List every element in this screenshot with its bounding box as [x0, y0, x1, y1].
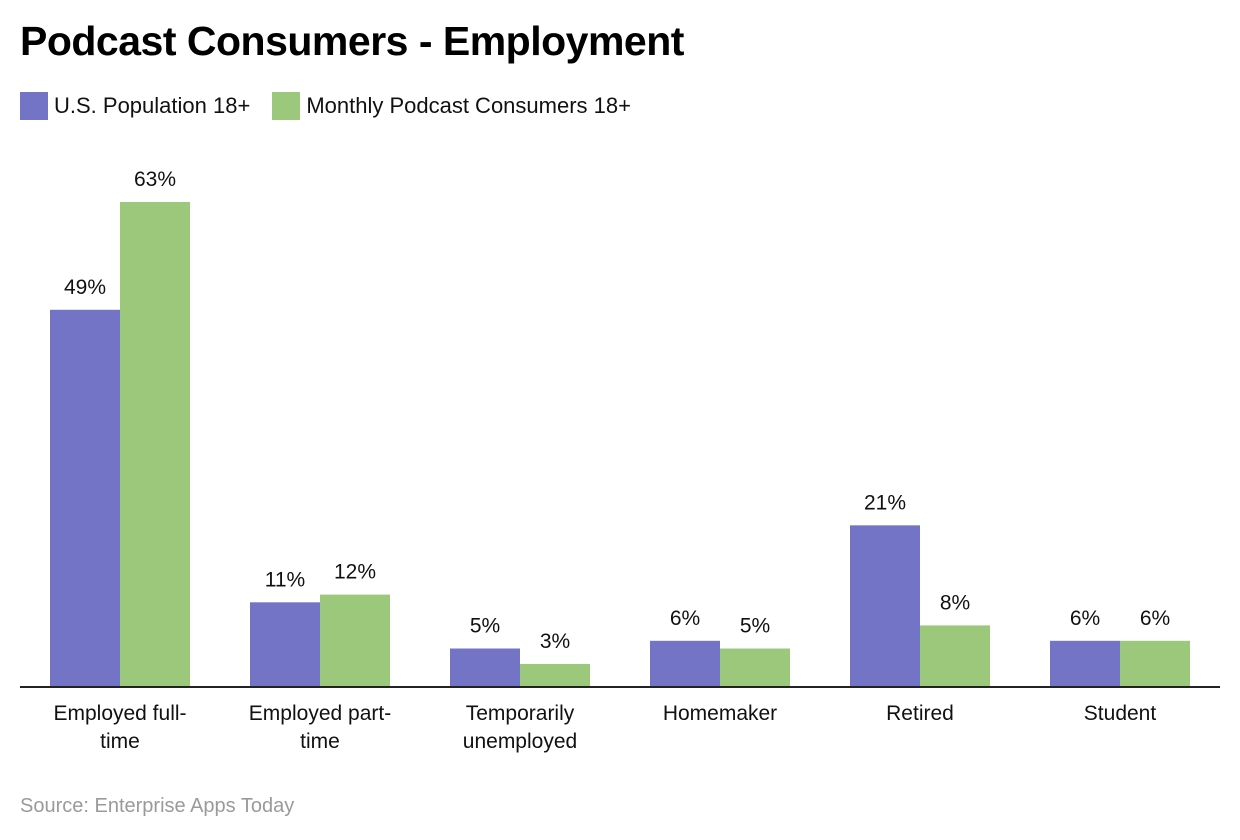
bar-chart: 49% 63% Employed full-time 11% 12% Employed p…: [20, 168, 1220, 753]
data-label-employed-part-time-series-1: 11%: [265, 568, 305, 591]
bar-employed-full-time-series-1: [50, 309, 120, 687]
legend: U.S. Population 18+ Monthly Podcast Cons…: [20, 92, 653, 120]
source-note: Source: Enterprise Apps Today: [20, 795, 295, 817]
category-label-student: Student: [1084, 702, 1157, 725]
data-label-student-series-1: 6%: [1070, 607, 1100, 630]
category-label-retired: Retired: [886, 702, 954, 725]
bar-student-series-2: [1120, 640, 1190, 687]
chart-title: Podcast Consumers - Employment: [20, 18, 684, 64]
bar-homemaker-series-2: [720, 648, 790, 687]
category-label-temporarily-unemployed: Temporarily unemployed: [463, 702, 577, 753]
legend-swatch-us-population: [20, 92, 48, 120]
bar-employed-part-time-series-1: [250, 602, 320, 687]
data-label-employed-full-time-series-2: 63%: [134, 168, 176, 191]
data-label-employed-part-time-series-2: 12%: [334, 561, 376, 584]
bar-employed-full-time-series-2: [120, 202, 190, 687]
category-label-employed-part-time: Employed part-time: [249, 702, 391, 753]
bar-employed-part-time-series-2: [320, 594, 390, 687]
category-label-homemaker: Homemaker: [663, 702, 777, 725]
data-label-temporarily-unemployed-series-2: 3%: [540, 630, 570, 653]
legend-label-us-population: U.S. Population 18+: [54, 93, 251, 118]
data-label-student-series-2: 6%: [1140, 607, 1170, 630]
bar-homemaker-series-1: [650, 640, 720, 687]
data-label-employed-full-time-series-1: 49%: [64, 276, 106, 299]
legend-item-podcast-consumers: Monthly Podcast Consumers 18+: [272, 92, 631, 120]
legend-item-us-population: U.S. Population 18+: [20, 92, 250, 120]
bar-retired-series-2: [920, 625, 990, 687]
category-label-employed-full-time: Employed full-time: [53, 702, 186, 753]
legend-swatch-podcast-consumers: [272, 92, 301, 120]
data-label-homemaker-series-1: 6%: [670, 607, 700, 630]
bar-retired-series-1: [850, 525, 920, 687]
data-label-homemaker-series-2: 5%: [740, 615, 770, 638]
data-label-temporarily-unemployed-series-1: 5%: [470, 615, 500, 638]
bar-temporarily-unemployed-series-1: [450, 648, 520, 687]
bar-student-series-1: [1050, 640, 1120, 687]
data-label-retired-series-2: 8%: [940, 591, 970, 614]
data-label-retired-series-1: 21%: [864, 491, 906, 514]
bar-temporarily-unemployed-series-2: [520, 663, 590, 687]
legend-label-podcast-consumers: Monthly Podcast Consumers 18+: [306, 93, 631, 118]
